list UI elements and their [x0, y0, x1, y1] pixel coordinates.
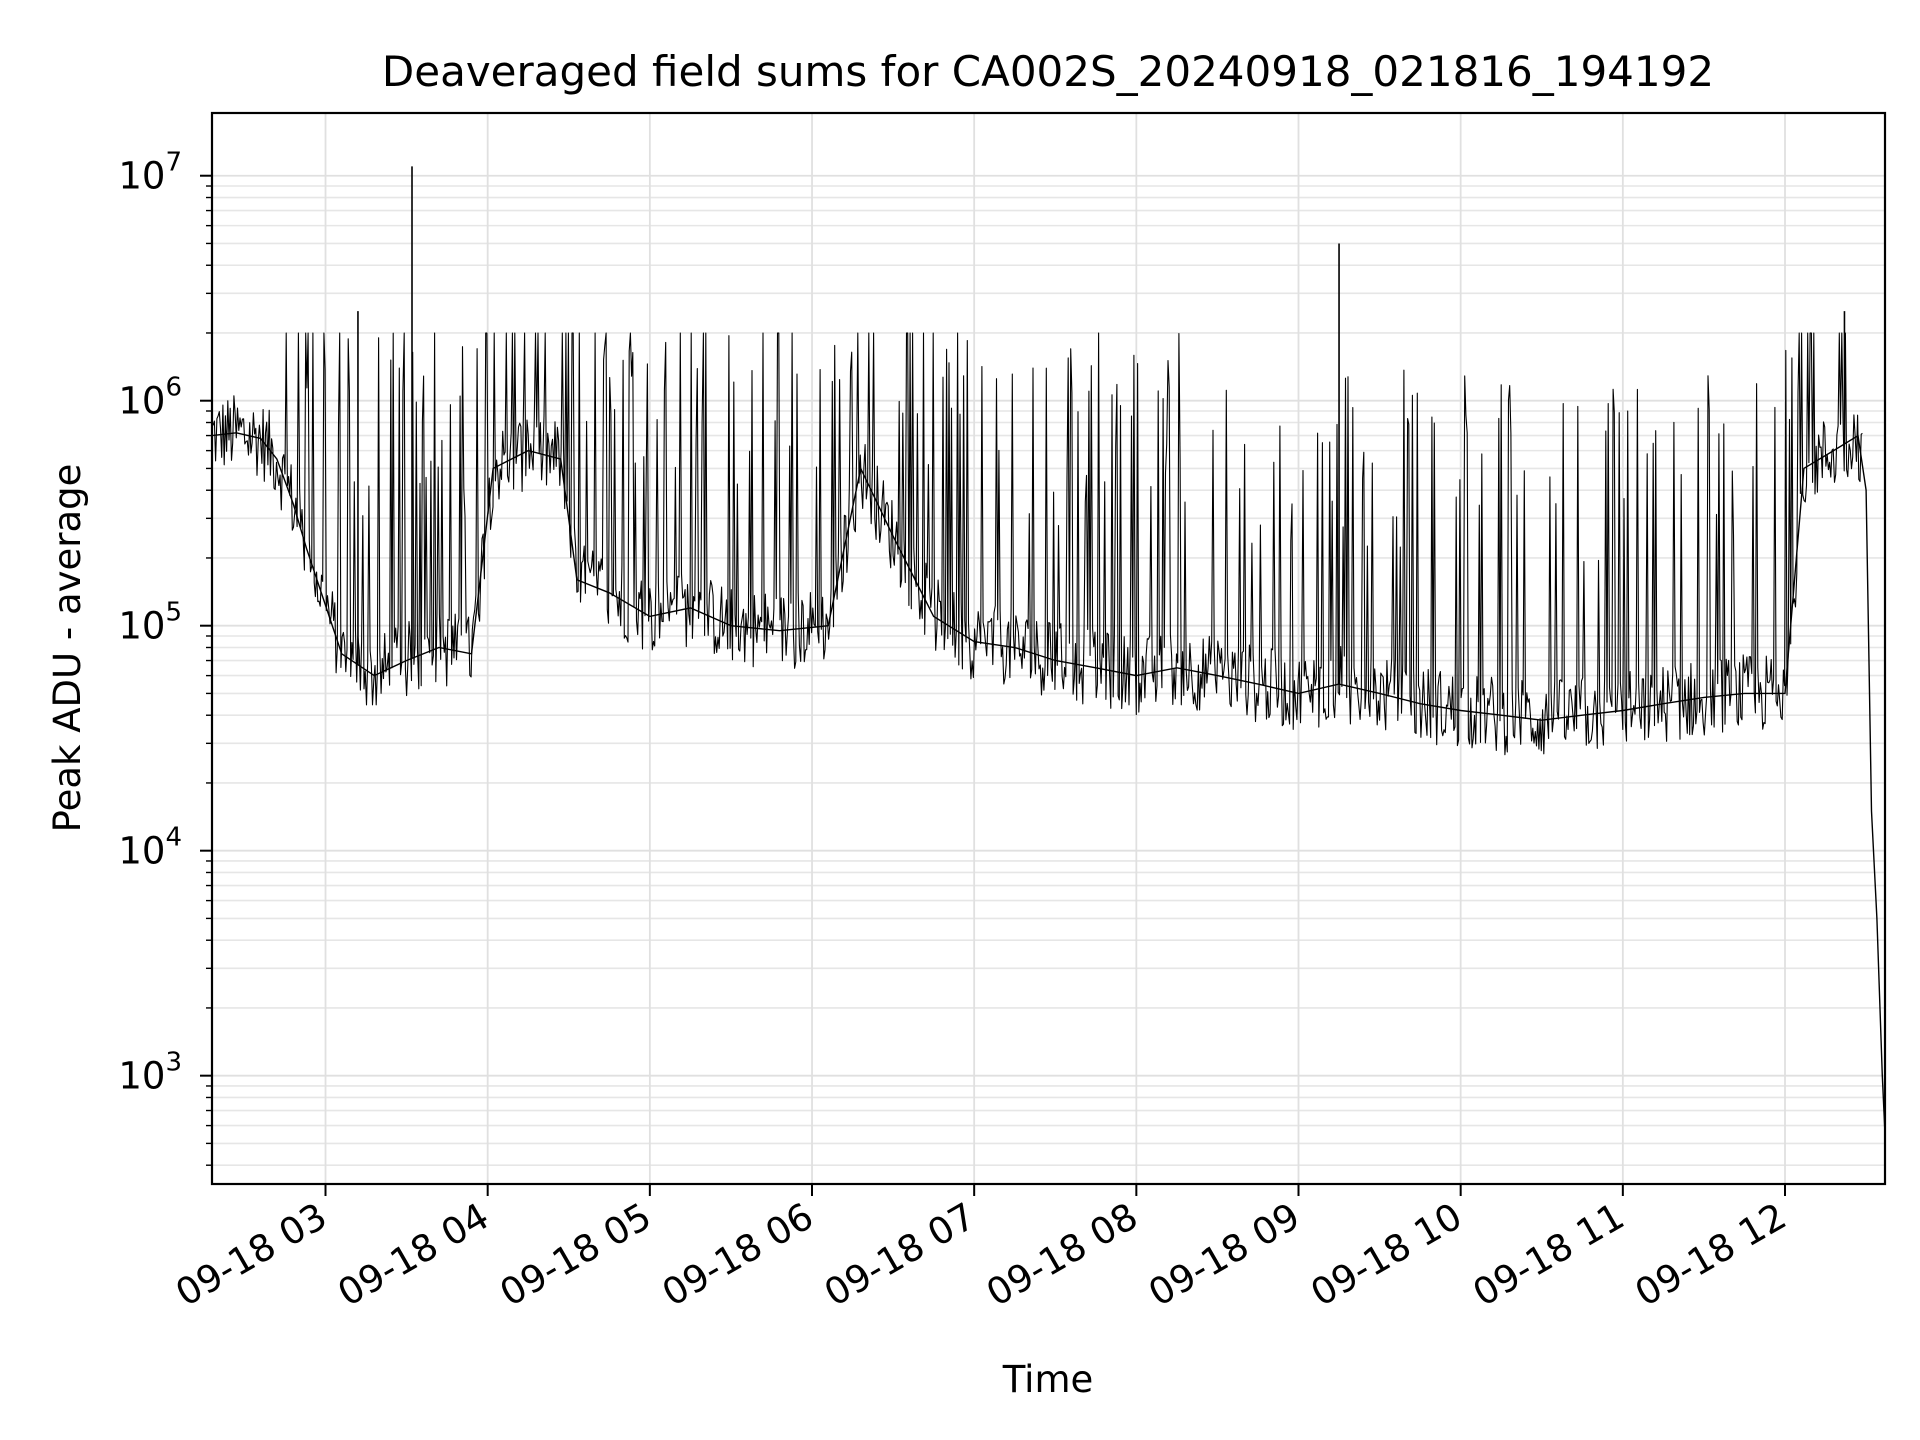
series-trace: [211, 332, 1863, 756]
x-axis-label: Time: [1002, 1358, 1094, 1401]
y-tick-label: 106: [118, 373, 182, 423]
y-tick-label: 105: [118, 598, 182, 648]
y-tick-label: 103: [118, 1048, 182, 1098]
y-axis-label: Peak ADU - average: [46, 464, 89, 833]
axis-ticks: [200, 174, 1786, 1196]
y-tick-label: 107: [118, 148, 182, 198]
y-tick-label: 104: [118, 823, 182, 873]
y-tick-labels: 103 104 105 106 107: [118, 148, 182, 1098]
plot-frame: [210, 111, 1887, 1186]
chart-title: Deaveraged field sums for CA002S_2024091…: [382, 47, 1714, 96]
series-layer: [211, 166, 1886, 1135]
